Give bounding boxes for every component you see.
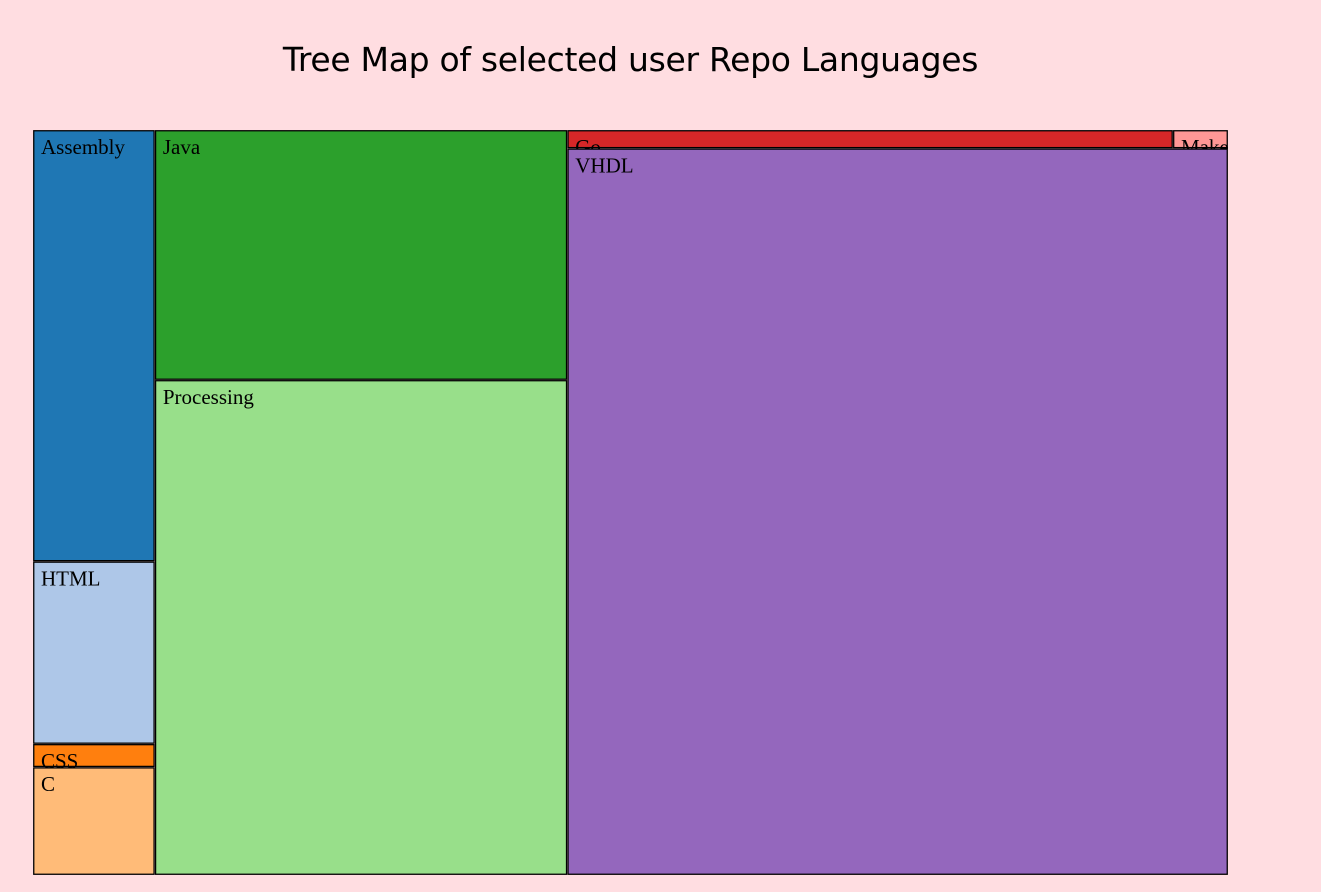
- treemap-cell-html: HTML: [33, 561, 155, 744]
- treemap-rect-assembly: [33, 130, 155, 562]
- treemap-label-processing: Processing: [163, 385, 254, 409]
- treemap-cell-assembly: Assembly: [33, 130, 155, 562]
- treemap-label-vhdl: VHDL: [575, 153, 633, 177]
- treemap-cell-vhdl: VHDL: [567, 148, 1228, 875]
- treemap-cell-java: Java: [154, 130, 568, 380]
- treemap-label-java: Java: [163, 135, 201, 159]
- treemap-cell-c: C: [33, 767, 155, 875]
- treemap-rect-makefile: [1173, 130, 1228, 149]
- page-title: Tree Map of selected user Repo Languages: [282, 40, 979, 79]
- treemap-rect-processing: [154, 380, 568, 875]
- treemap-rect-go: [567, 130, 1173, 149]
- treemap-cell-go: Go: [567, 130, 1173, 159]
- treemap-label-assembly: Assembly: [41, 135, 126, 159]
- treemap-rect-css: [33, 744, 155, 768]
- treemap-cell-processing: Processing: [154, 380, 568, 875]
- treemap-rect-html: [33, 561, 155, 744]
- treemap-label-html: HTML: [41, 566, 101, 590]
- treemap-rect-java: [154, 130, 568, 380]
- treemap-rect-vhdl: [567, 148, 1228, 875]
- treemap-rect-c: [33, 767, 155, 875]
- treemap-label-c: C: [41, 772, 55, 796]
